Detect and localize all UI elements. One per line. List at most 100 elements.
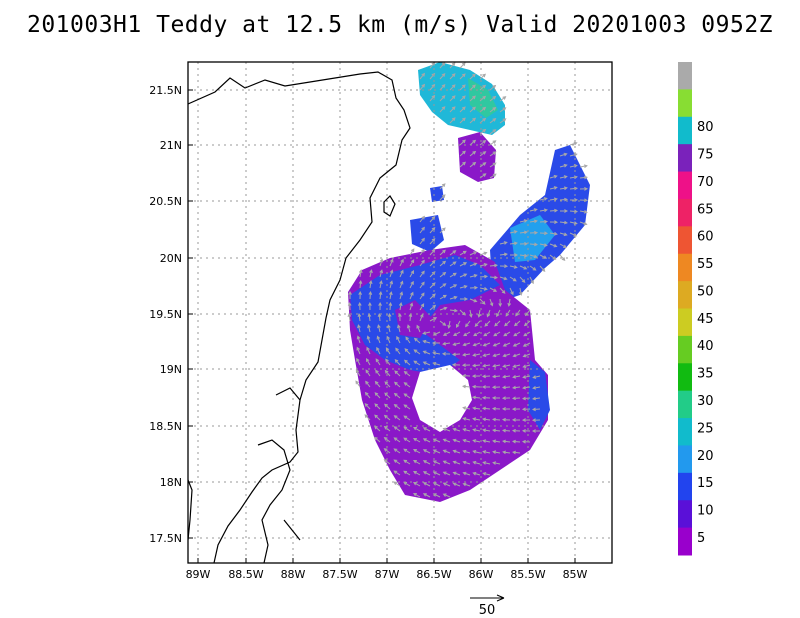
wind-vectors	[347, 62, 589, 498]
wind-vector-arrow	[474, 320, 481, 327]
wind-vector-arrow	[452, 438, 461, 443]
wind-vector-arrow	[364, 414, 371, 421]
wind-vector-arrow	[422, 427, 431, 432]
wind-vector-arrow	[539, 254, 548, 259]
wind-vector-arrow	[472, 460, 481, 465]
wind-vector-arrow	[477, 309, 482, 318]
wind-vector-arrow	[481, 374, 491, 379]
wind-vector-arrow	[442, 471, 451, 476]
wind-vector-arrow	[469, 139, 477, 146]
wind-vector-arrow	[399, 291, 404, 300]
colorbar-segment	[678, 500, 692, 529]
wind-vector-arrow	[549, 243, 558, 248]
wind-vector-arrow	[413, 337, 421, 344]
wind-vector-arrow	[482, 342, 491, 347]
wind-vector-arrow	[378, 301, 382, 311]
lat-tick-label: 21N	[160, 139, 182, 152]
wind-vector-arrow	[482, 450, 491, 454]
wind-vector-arrow	[384, 369, 391, 377]
wind-vector-arrow	[529, 208, 538, 212]
wind-vector-arrow	[358, 290, 363, 300]
wind-vector-arrow	[357, 313, 362, 322]
colorbar-label: 60	[697, 230, 714, 245]
wind-vector-arrow	[439, 106, 446, 113]
wind-vector-arrow	[492, 374, 501, 379]
wind-vector-arrow	[489, 275, 499, 280]
wind-vector-arrow	[511, 439, 521, 444]
wind-vector-arrow	[449, 272, 457, 278]
wind-vector-arrow	[501, 407, 511, 411]
wind-vector-arrow	[469, 309, 473, 318]
wind-vector-arrow	[492, 364, 501, 368]
wind-vector-arrow	[419, 226, 425, 234]
wind-vector-arrow	[422, 339, 431, 344]
lon-tick-label: 86W	[469, 568, 494, 581]
wind-vector-arrow	[396, 335, 401, 344]
wind-vector-arrow	[492, 353, 501, 358]
wind-vector-arrow	[409, 270, 415, 278]
wind-vector-arrow	[482, 353, 491, 357]
wind-vector-arrow	[499, 287, 506, 294]
wind-vector-arrow	[559, 186, 568, 191]
wind-vector-arrow	[439, 249, 446, 256]
wind-vector-arrow	[489, 162, 497, 168]
wind-vector-arrow	[491, 385, 501, 390]
wind-vector-arrow	[519, 219, 528, 223]
wind-vector-arrow	[519, 265, 528, 270]
reference-vector-label: 50	[479, 603, 496, 618]
wind-vector-arrow	[502, 364, 511, 368]
wind-vector-arrow	[393, 404, 401, 410]
lat-tick-label: 19N	[160, 363, 182, 376]
wind-vector-arrow	[393, 481, 401, 487]
wind-vector-arrow	[482, 439, 491, 443]
wind-vector-arrow	[439, 194, 446, 201]
wind-vector-arrow	[422, 361, 431, 366]
colorbar-label: 70	[697, 175, 714, 190]
wind-vector-arrow	[499, 264, 509, 269]
wind-vector-arrow	[489, 106, 497, 113]
wind-vector-arrow	[422, 482, 431, 487]
colorbar-label: 15	[697, 476, 714, 491]
wind-vector-arrow	[449, 261, 457, 267]
wind-vector-arrow	[357, 324, 361, 333]
wind-vector-arrow	[403, 393, 411, 399]
wind-patch-small-1	[410, 215, 444, 252]
wind-vector-arrow	[463, 331, 471, 337]
wind-vector-arrow	[509, 230, 518, 234]
wind-vector-arrow	[532, 375, 541, 379]
wind-vector-arrow	[369, 269, 373, 278]
wind-vector-arrow	[449, 308, 458, 313]
wind-vector-arrow	[532, 385, 541, 390]
wind-vector-arrow	[387, 312, 392, 322]
wind-vector-arrow	[379, 280, 383, 289]
wind-vector-arrow	[539, 231, 549, 236]
wind-vector-arrow	[365, 369, 371, 377]
wind-vector-arrow	[459, 150, 466, 157]
wind-vector-arrow	[432, 493, 441, 498]
wind-vector-arrow	[482, 461, 491, 465]
wind-vector-arrow	[531, 418, 541, 423]
wind-vector-arrow	[492, 450, 501, 454]
wind-vector-arrow	[489, 287, 498, 292]
wind-vector-arrow	[419, 248, 425, 256]
wind-vector-arrow	[489, 298, 494, 307]
lon-tick-label: 88.5W	[228, 568, 263, 581]
wind-vector-arrow	[451, 362, 461, 367]
wind-vector-arrow	[579, 186, 589, 191]
wind-vector-arrow	[509, 253, 519, 257]
wind-vector-arrow	[358, 269, 363, 278]
wind-vector-arrow	[472, 439, 481, 443]
wind-vector-arrow	[549, 220, 559, 224]
wind-vector-arrow	[455, 320, 461, 328]
colorbar-segment	[678, 281, 692, 309]
wind-vector-arrow	[469, 298, 478, 303]
colorbar-label: 20	[697, 449, 714, 464]
wind-vector-arrow	[368, 290, 373, 300]
wind-vector-arrow	[413, 437, 421, 443]
wind-vector-arrow	[393, 415, 401, 421]
wind-vector-arrow	[489, 129, 497, 135]
wind-vector-arrow	[469, 161, 477, 168]
wind-vector-arrow	[519, 241, 529, 246]
wind-vector-arrow	[459, 297, 469, 301]
wind-vector-arrow	[531, 429, 541, 433]
